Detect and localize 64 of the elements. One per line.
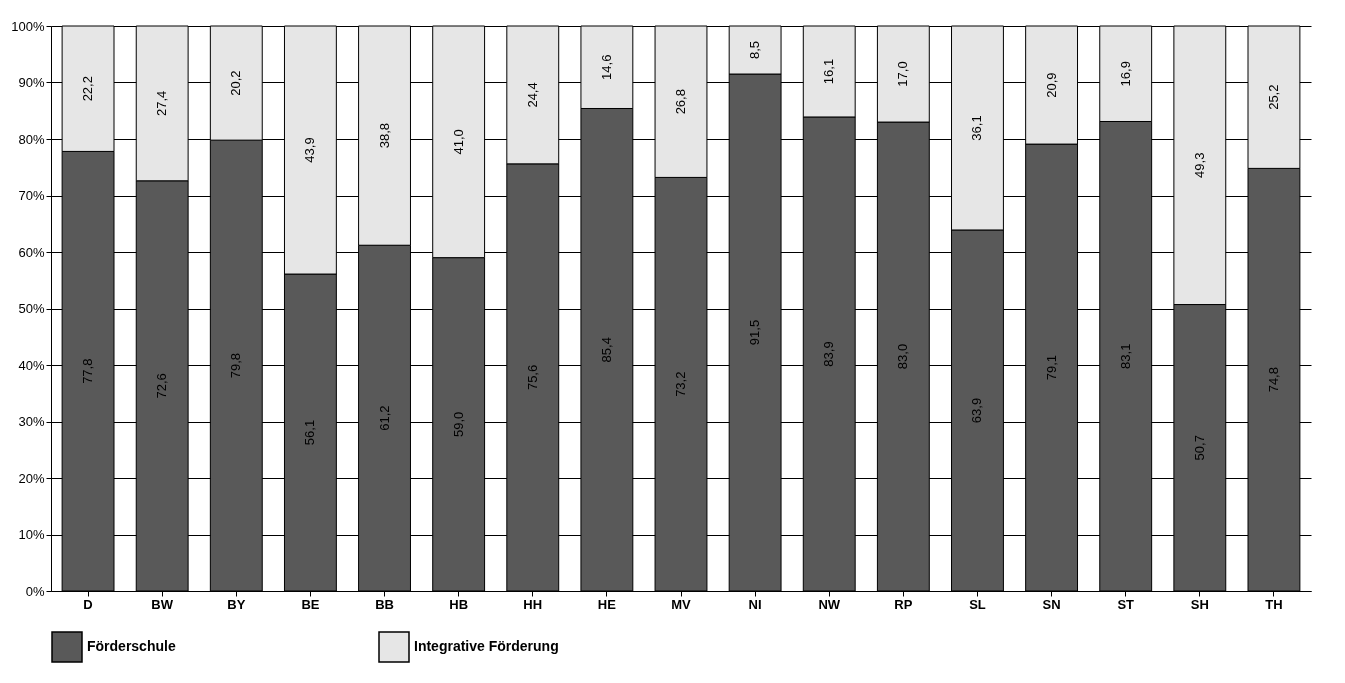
- x-tick-label: SL: [969, 596, 986, 612]
- data-label: 83,0: [895, 343, 911, 370]
- data-label: 38,8: [376, 122, 392, 149]
- x-tick-label: NW: [818, 596, 841, 612]
- data-label: 72,6: [154, 373, 170, 399]
- y-tick-label: 50%: [18, 301, 45, 316]
- x-tick-label: SH: [1190, 596, 1209, 612]
- data-label: 85,4: [598, 337, 614, 363]
- data-label: 27,4: [154, 90, 170, 117]
- y-tick-label: 40%: [18, 357, 45, 373]
- x-tick-label: D: [83, 596, 93, 612]
- data-label: 17,0: [895, 61, 911, 87]
- y-tick-label: 60%: [18, 244, 45, 260]
- data-label: 61,2: [376, 405, 392, 431]
- x-tick-label: NI: [748, 596, 762, 612]
- data-label: 83,1: [1117, 343, 1133, 369]
- data-label: 16,9: [1117, 61, 1133, 87]
- data-label: 43,9: [302, 137, 318, 163]
- x-tick-label: ST: [1117, 596, 1135, 612]
- data-label: 41,0: [450, 129, 466, 155]
- y-tick-label: 20%: [18, 470, 45, 486]
- legend-label: Förderschule: [87, 638, 176, 654]
- x-tick-label: RP: [894, 596, 913, 612]
- data-label: 16,1: [821, 58, 837, 85]
- data-label: 36,1: [969, 115, 985, 141]
- data-label: 20,2: [228, 70, 244, 96]
- data-label: 77,8: [80, 358, 96, 384]
- data-label: 49,3: [1191, 152, 1207, 178]
- y-tick-label: 70%: [18, 188, 45, 203]
- x-tick-label: BB: [375, 596, 394, 612]
- x-tick-label: HE: [597, 596, 617, 612]
- data-label: 56,1: [302, 419, 318, 446]
- data-label: 8,5: [747, 40, 763, 60]
- data-label: 26,8: [673, 89, 688, 115]
- x-tick-label: BY: [227, 596, 246, 612]
- data-label: 22,2: [80, 76, 96, 102]
- data-label: 83,9: [821, 341, 837, 367]
- data-label: 50,7: [1191, 435, 1207, 461]
- data-label: 79,1: [1043, 354, 1059, 381]
- data-label: 75,6: [524, 364, 540, 391]
- legend-label: Integrative Förderung: [414, 638, 559, 654]
- data-label: 24,4: [524, 82, 540, 108]
- data-label: 73,2: [673, 371, 688, 397]
- data-label: 14,6: [598, 54, 614, 80]
- x-tick-label: BW: [151, 596, 174, 612]
- y-tick-label: 80%: [18, 131, 45, 147]
- data-label: 74,8: [1265, 367, 1281, 393]
- x-tick-label: HH: [523, 596, 543, 612]
- data-label: 20,9: [1043, 72, 1059, 98]
- y-tick-label: 100%: [11, 18, 45, 34]
- data-label: 59,0: [450, 411, 466, 437]
- y-tick-label: 90%: [18, 75, 45, 90]
- x-tick-label: SN: [1042, 596, 1061, 612]
- data-label: 91,5: [747, 319, 763, 346]
- data-label: 63,9: [969, 397, 985, 424]
- x-tick-label: BE: [301, 596, 320, 612]
- y-tick-label: 0%: [25, 583, 45, 599]
- x-tick-label: TH: [1265, 596, 1283, 612]
- data-label: 25,2: [1265, 84, 1281, 110]
- y-tick-label: 30%: [18, 414, 45, 429]
- y-tick-label: 10%: [18, 527, 45, 542]
- data-label: 79,8: [228, 352, 244, 379]
- x-tick-label: MV: [671, 596, 692, 612]
- x-tick-label: HB: [449, 596, 469, 612]
